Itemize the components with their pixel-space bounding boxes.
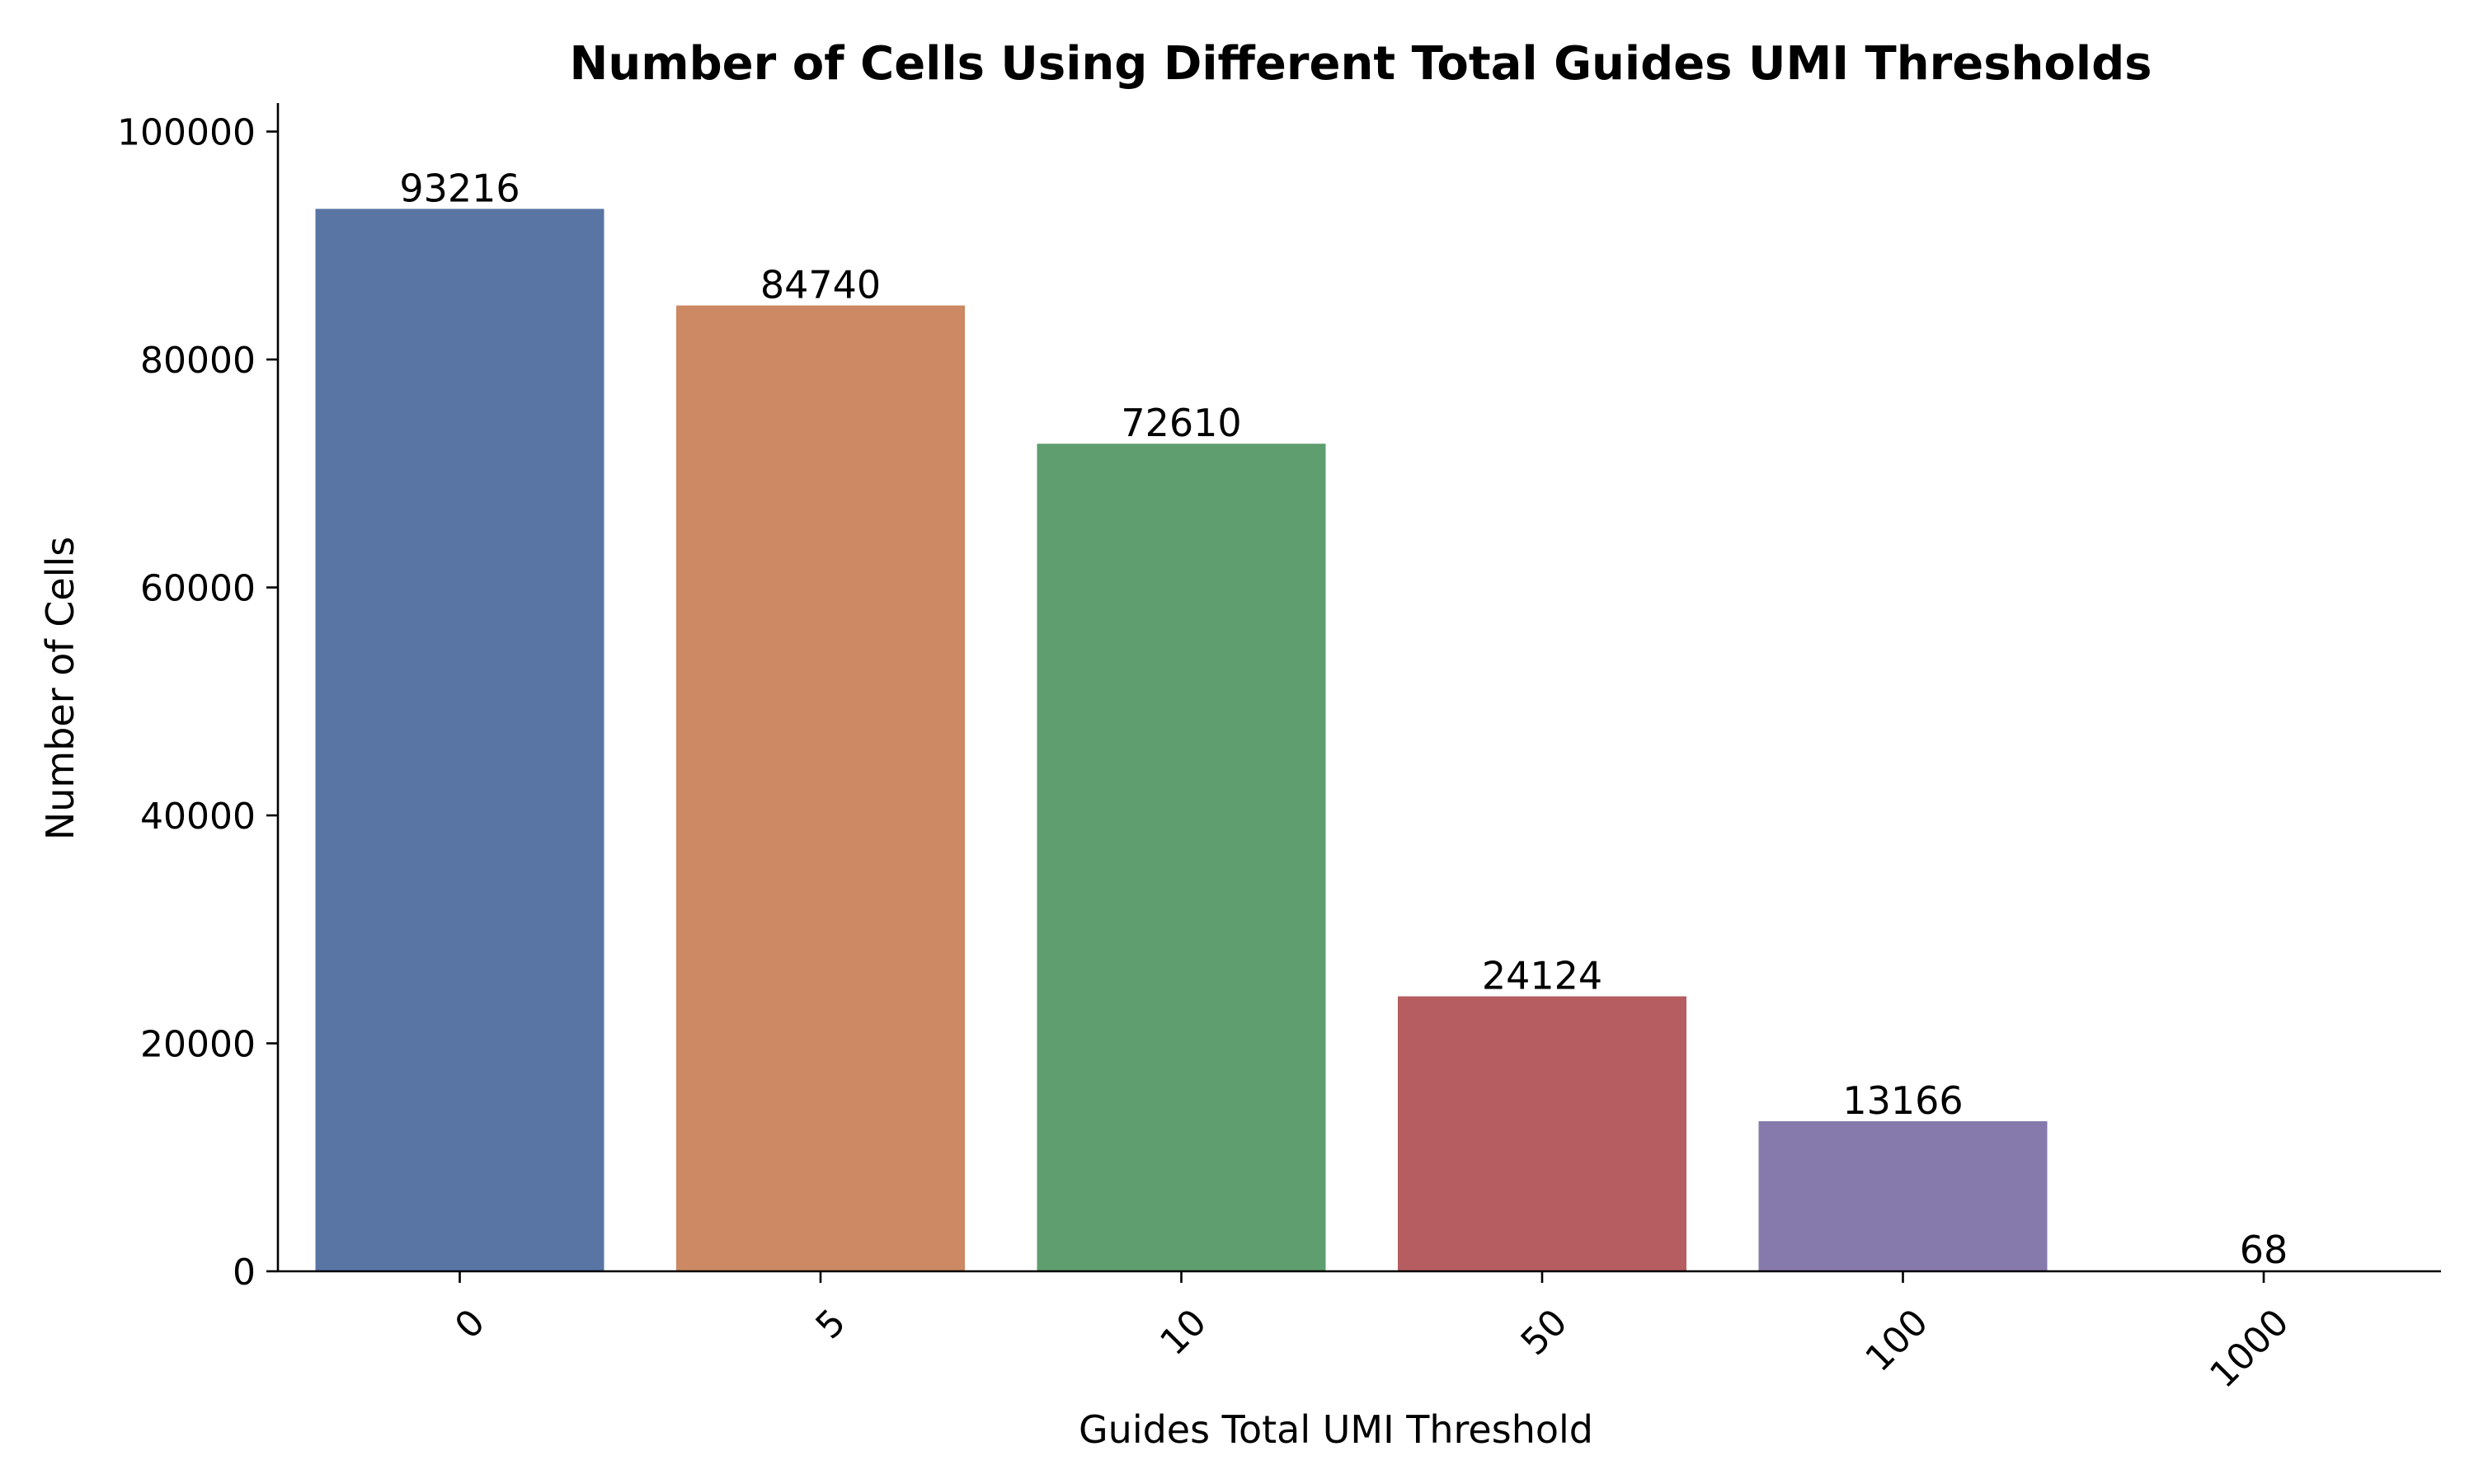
plot-area: 93216 84740 72610 24124 13166 68 0 20000 40000 60… xyxy=(117,103,2441,1397)
x-tick-label-100: 100 xyxy=(1857,1301,1935,1379)
x-tick-label-0: 0 xyxy=(447,1301,493,1347)
bar-50 xyxy=(1398,996,1686,1271)
data-label-100: 13166 xyxy=(1842,1078,1963,1123)
x-tick-label-1000: 1000 xyxy=(2202,1301,2297,1396)
bar-100 xyxy=(1758,1120,2048,1271)
y-tick-label-80000: 80000 xyxy=(140,340,256,382)
y-axis-label: Number of Cells xyxy=(38,537,82,840)
data-label-1000: 68 xyxy=(2240,1228,2288,1272)
bar-5 xyxy=(676,305,965,1271)
y-tick-label-20000: 20000 xyxy=(140,1024,256,1066)
x-axis-label: Guides Total UMI Threshold xyxy=(1079,1407,1593,1452)
y-tick-label-100000: 100000 xyxy=(117,112,256,154)
x-tick-label-5: 5 xyxy=(808,1301,854,1347)
y-tick-label-60000: 60000 xyxy=(140,568,256,610)
y-tick-label-40000: 40000 xyxy=(140,796,256,838)
data-label-5: 84740 xyxy=(760,263,881,308)
data-label-50: 24124 xyxy=(1482,954,1602,998)
x-tick-label-50: 50 xyxy=(1513,1301,1576,1364)
bar-10 xyxy=(1037,444,1326,1271)
chart-title: Number of Cells Using Different Total Gu… xyxy=(570,37,2152,91)
bar-0 xyxy=(315,209,604,1271)
data-label-10: 72610 xyxy=(1121,401,1241,445)
data-label-0: 93216 xyxy=(399,166,520,210)
y-tick-label-0: 0 xyxy=(233,1252,256,1294)
x-tick-label-10: 10 xyxy=(1152,1301,1215,1364)
